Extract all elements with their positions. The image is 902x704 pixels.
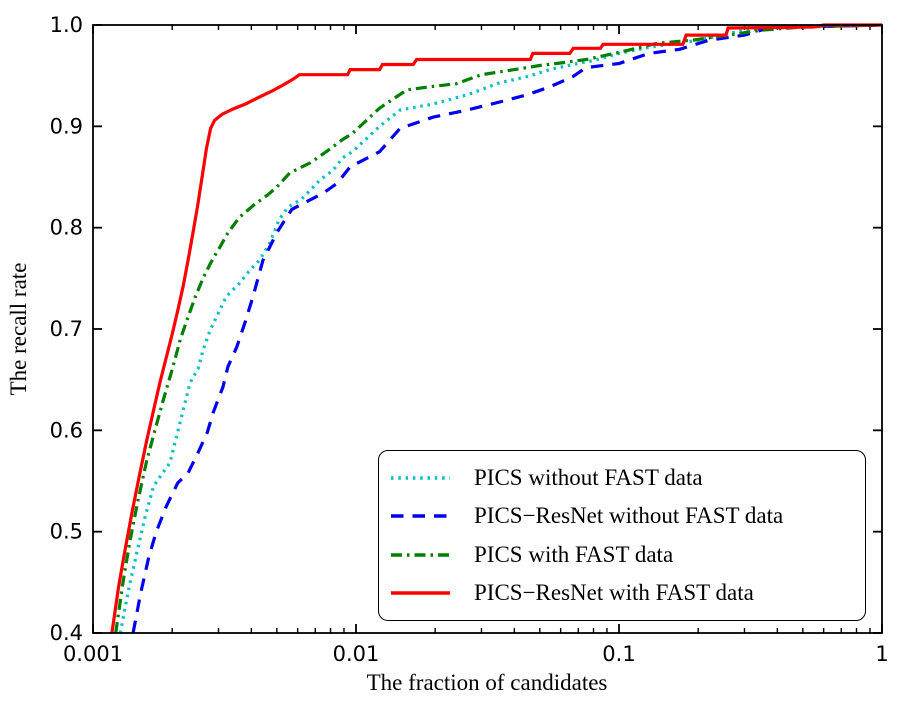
y-axis-label: The recall rate	[6, 263, 31, 396]
svg-text:0.9: 0.9	[50, 114, 83, 138]
legend-item: PICS−ResNet without FAST data	[389, 503, 865, 529]
legend-line-sample-dashdot	[391, 552, 450, 557]
legend-item: PICS without FAST data	[389, 465, 865, 491]
legend-item: PICS−ResNet with FAST data	[389, 580, 865, 606]
legend-line-sample-solid	[391, 591, 450, 595]
legend-label: PICS−ResNet without FAST data	[474, 503, 784, 529]
data-series	[110, 23, 883, 634]
svg-text:0.1: 0.1	[602, 642, 635, 666]
svg-text:0.4: 0.4	[50, 621, 83, 645]
plot-area-border	[92, 24, 883, 634]
axis-tick-labels: 0.001 0.01 0.1 1 0.4 0.5 0.6 0.7 0.8 0.9 1.0	[50, 13, 889, 666]
legend-label: PICS−ResNet with FAST data	[474, 579, 754, 605]
series-line-2	[114, 23, 883, 634]
legend: PICS without FAST data PICS−ResNet witho…	[378, 450, 866, 621]
svg-text:1.0: 1.0	[50, 13, 83, 37]
legend-line-sample-dotted	[391, 476, 450, 480]
legend-label: PICS without FAST data	[474, 465, 703, 491]
series-line-3	[110, 23, 882, 634]
series-line-1	[131, 23, 883, 634]
x-axis-label: The fraction of candidates	[367, 670, 608, 695]
svg-text:0.5: 0.5	[50, 520, 83, 544]
legend-item: PICS with FAST data	[389, 542, 865, 568]
legend-label: PICS with FAST data	[474, 541, 674, 567]
svg-text:1: 1	[875, 642, 888, 666]
svg-text:0.8: 0.8	[50, 216, 83, 240]
svg-text:0.6: 0.6	[50, 418, 83, 442]
svg-text:0.001: 0.001	[63, 642, 123, 666]
svg-text:0.7: 0.7	[50, 317, 83, 341]
svg-text:0.01: 0.01	[333, 642, 380, 666]
series-line-0	[118, 23, 883, 634]
legend-line-sample-dashed	[391, 514, 450, 519]
